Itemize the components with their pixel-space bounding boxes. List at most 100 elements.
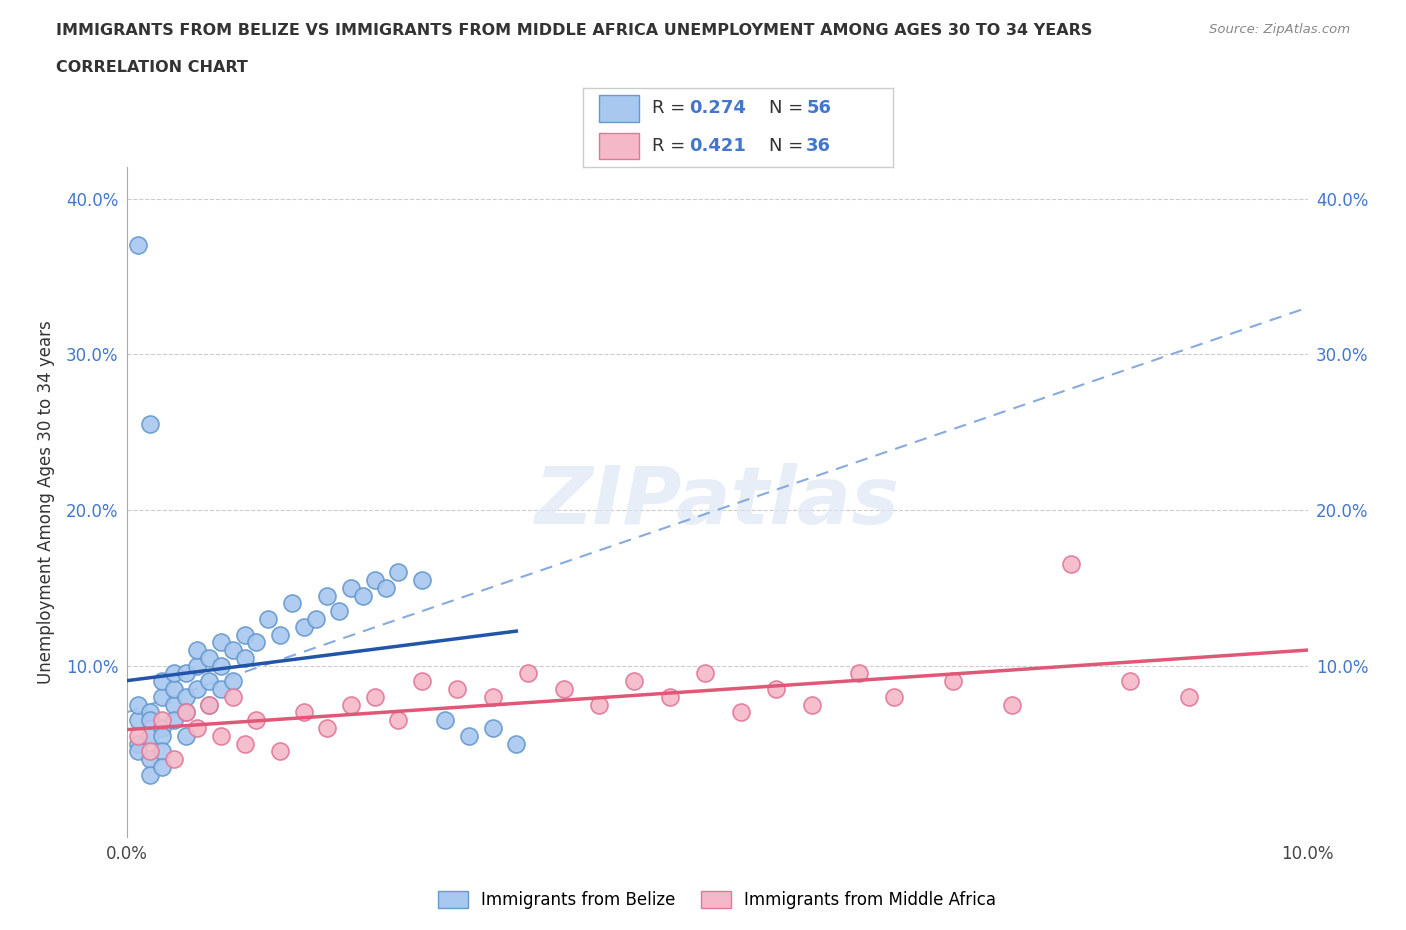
Point (553, 682, 575, 697)
Point (222, 674, 245, 689)
Point (209, 658, 232, 673)
Point (387, 712, 409, 727)
Point (209, 635, 232, 650)
Point (363, 689, 385, 704)
Point (387, 565, 409, 579)
Point (163, 751, 186, 766)
Text: 0.421: 0.421 (689, 137, 745, 155)
Point (139, 728, 162, 743)
Legend: Immigrants from Belize, Immigrants from Middle Africa: Immigrants from Belize, Immigrants from … (432, 884, 1002, 916)
Point (292, 619, 315, 634)
Point (304, 612, 326, 627)
Point (139, 751, 162, 766)
Point (150, 744, 173, 759)
Point (150, 712, 173, 727)
Point (765, 682, 787, 697)
Text: 56: 56 (806, 100, 831, 117)
Point (163, 682, 186, 697)
Point (186, 682, 208, 697)
Point (942, 674, 965, 689)
Point (174, 666, 197, 681)
Point (481, 721, 503, 736)
Point (198, 698, 221, 712)
Point (1119, 674, 1142, 689)
Point (139, 417, 162, 432)
Point (505, 737, 527, 751)
Point (174, 705, 197, 720)
Point (174, 689, 197, 704)
Point (163, 666, 186, 681)
Point (163, 712, 186, 727)
Point (198, 650, 221, 665)
Point (222, 643, 245, 658)
Point (481, 689, 503, 704)
Text: Source: ZipAtlas.com: Source: ZipAtlas.com (1209, 23, 1350, 36)
Point (186, 721, 208, 736)
Point (316, 721, 339, 736)
Point (150, 721, 173, 736)
Point (588, 698, 610, 712)
Point (363, 573, 385, 588)
Point (1060, 557, 1083, 572)
Point (375, 580, 398, 595)
Text: IMMIGRANTS FROM BELIZE VS IMMIGRANTS FROM MIDDLE AFRICA UNEMPLOYMENT AMONG AGES : IMMIGRANTS FROM BELIZE VS IMMIGRANTS FRO… (56, 23, 1092, 38)
Point (623, 674, 645, 689)
Point (411, 573, 433, 588)
Point (150, 760, 173, 775)
Text: ZIPatlas: ZIPatlas (534, 463, 900, 541)
Point (245, 635, 267, 650)
Text: 36: 36 (806, 137, 831, 155)
Point (150, 674, 173, 689)
Point (186, 658, 208, 673)
Point (139, 744, 162, 759)
Point (150, 728, 173, 743)
Text: 0.274: 0.274 (689, 100, 745, 117)
Point (730, 705, 752, 720)
Point (233, 650, 256, 665)
Point (127, 238, 149, 253)
Point (127, 728, 149, 743)
Point (1001, 698, 1024, 712)
Point (269, 744, 291, 759)
Point (233, 737, 256, 751)
Text: N =: N = (769, 100, 808, 117)
Point (434, 712, 457, 727)
Point (127, 698, 149, 712)
Point (127, 737, 149, 751)
Point (695, 666, 717, 681)
Point (198, 674, 221, 689)
Point (139, 712, 162, 727)
Point (292, 705, 315, 720)
Point (458, 728, 481, 743)
Bar (599, 133, 640, 160)
Point (233, 627, 256, 642)
Y-axis label: Unemployment Among Ages 30 to 34 years: Unemployment Among Ages 30 to 34 years (37, 320, 55, 684)
Point (163, 698, 186, 712)
Point (848, 666, 870, 681)
Point (222, 689, 245, 704)
Point (150, 689, 173, 704)
Point (186, 643, 208, 658)
Point (316, 588, 339, 603)
Bar (599, 96, 640, 122)
Point (281, 596, 304, 611)
Point (245, 712, 267, 727)
Text: R =: R = (651, 137, 690, 155)
Point (174, 705, 197, 720)
Point (1178, 689, 1201, 704)
Point (800, 698, 823, 712)
Point (174, 728, 197, 743)
Point (139, 767, 162, 782)
Text: N =: N = (769, 137, 808, 155)
Point (269, 627, 291, 642)
Point (257, 612, 280, 627)
Point (352, 588, 374, 603)
Point (883, 689, 905, 704)
Text: R =: R = (651, 100, 690, 117)
Point (127, 712, 149, 727)
Point (517, 666, 540, 681)
Point (658, 689, 681, 704)
Point (340, 580, 363, 595)
Point (411, 674, 433, 689)
Point (209, 728, 232, 743)
